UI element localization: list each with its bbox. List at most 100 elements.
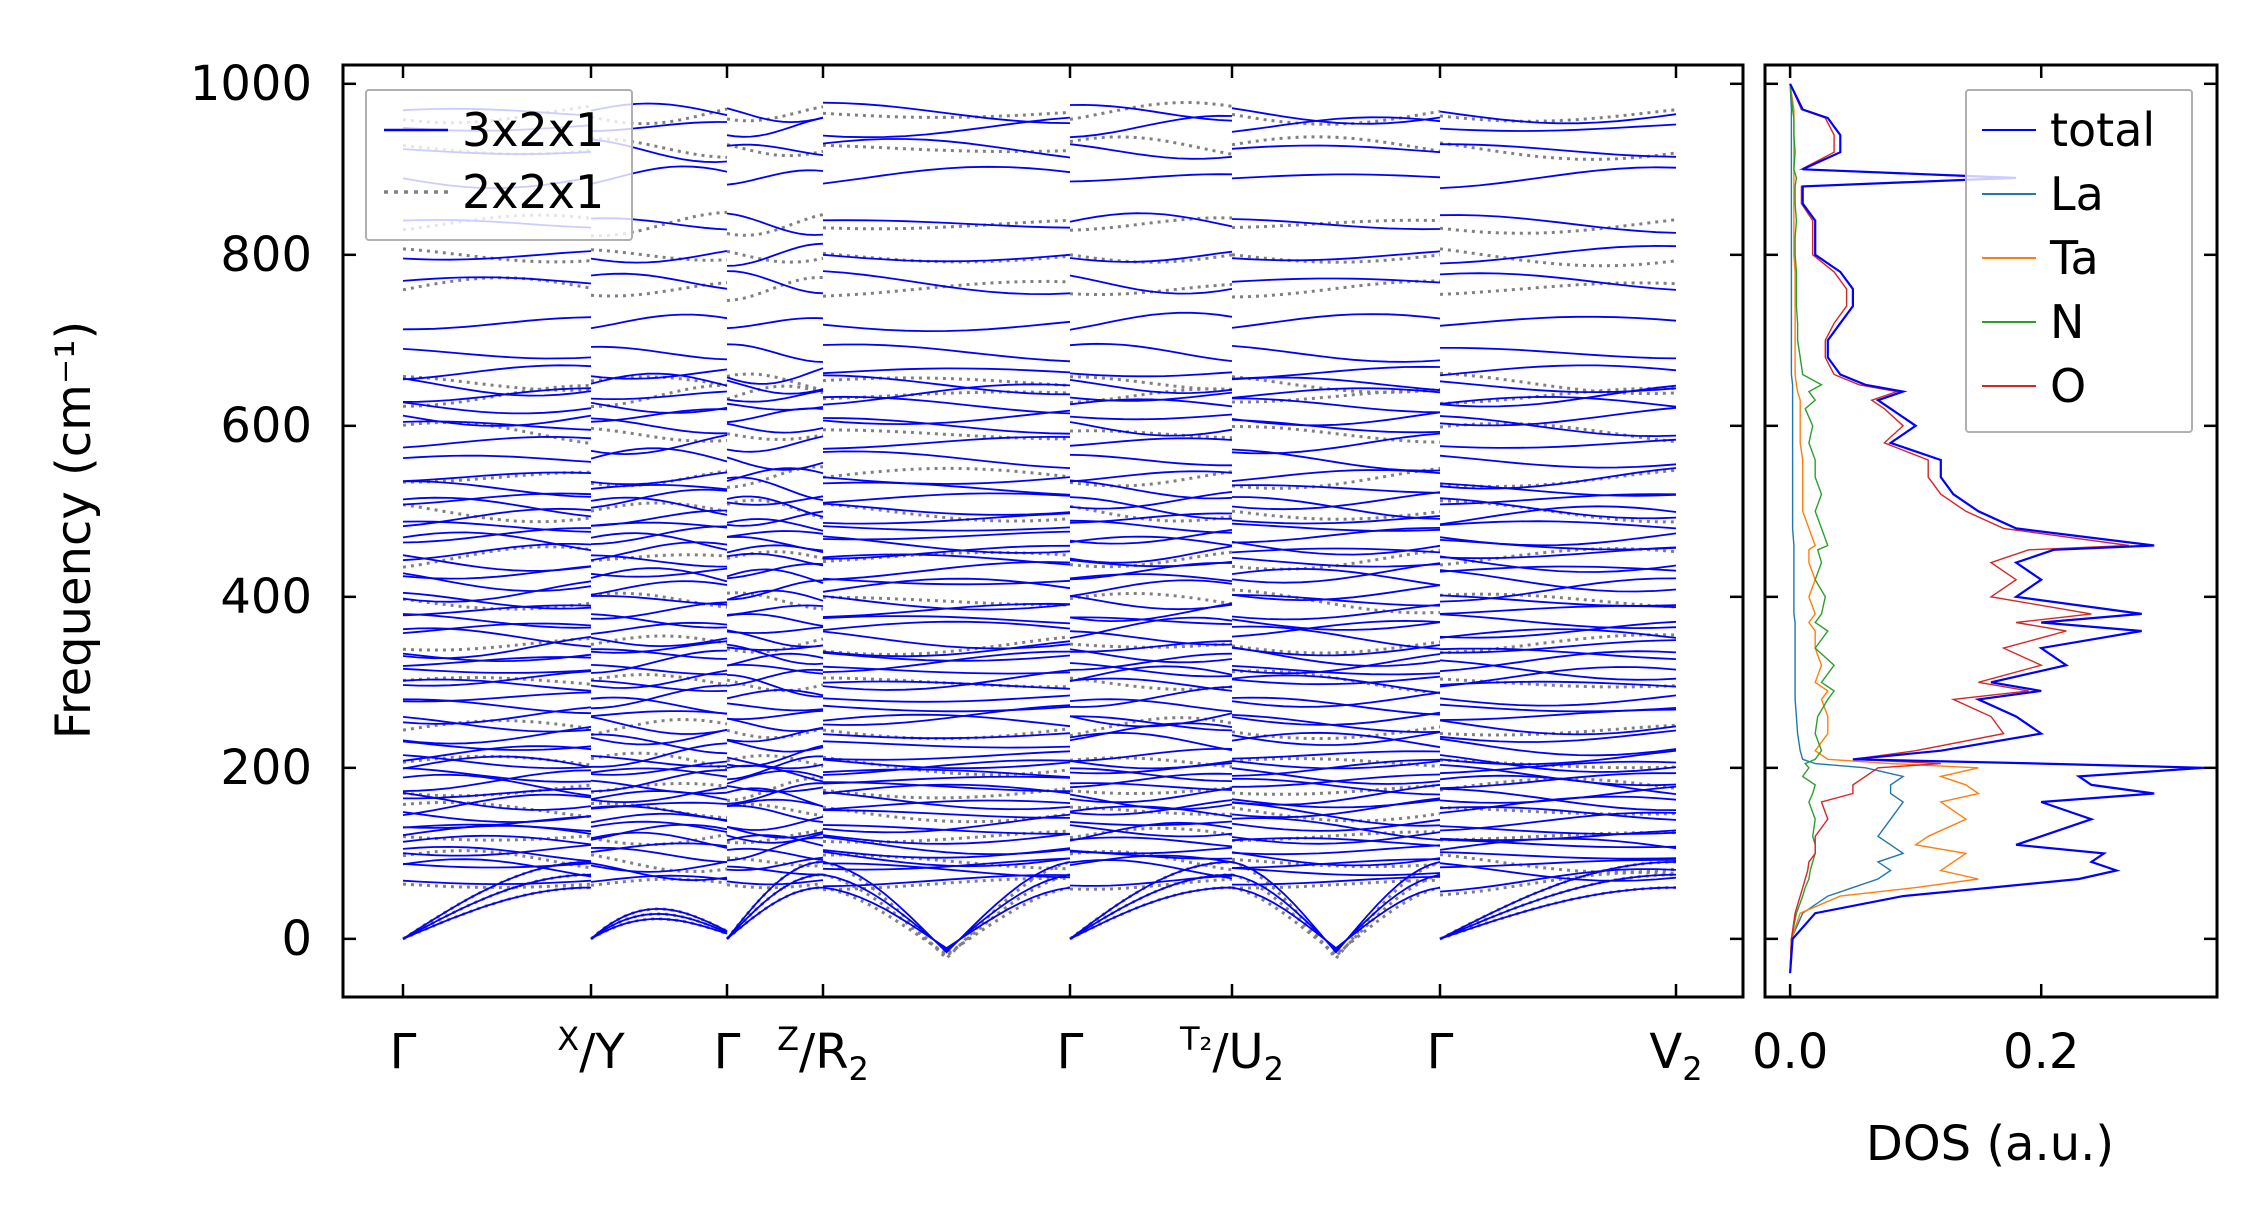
band-line [726,143,824,157]
acoustic-band-line [822,873,1071,952]
band-line [590,823,728,841]
band-line [1231,806,1441,823]
band-line [1439,569,1677,593]
band-line [822,138,1071,159]
band-line [1231,817,1441,841]
band-line [822,740,1071,749]
band-line [726,613,824,627]
band-line [591,742,728,768]
band-line [822,835,1071,856]
acoustic-band-line [726,873,824,940]
band-line [590,728,728,746]
band-line [1069,756,1233,769]
band-line [726,604,824,616]
band-line [1231,760,1441,770]
y-axis-ticks: 0 200 400 600 800 1000 [190,56,2217,967]
band-line [402,471,592,482]
band-line [822,704,1071,726]
band-line [822,450,1071,469]
band-line [726,379,824,395]
band-line [1439,214,1677,234]
dos-plot-frame [1763,63,2219,999]
acoustic-band-line [590,912,728,940]
band-line [822,428,1071,441]
band-line [822,417,1071,435]
band-line [1069,677,1233,692]
band-line [590,673,728,687]
band-line [402,554,592,572]
band-line [590,368,728,380]
band-line [1069,391,1233,402]
band-line [402,769,592,792]
band-line [822,813,1071,834]
band-line [822,783,1071,795]
band-line [1439,364,1677,377]
band-line [1231,584,1441,602]
band-line [822,492,1071,504]
acoustic-band-line [1231,860,1441,961]
dos-x-axis-title: DOS (a.u.) [1866,1116,2114,1172]
band-line [402,844,592,857]
band-line [590,313,728,330]
band-line [590,594,728,606]
dos-line-total [1789,83,2205,974]
band-line [1069,561,1233,581]
band-line [822,374,1071,396]
band-line [402,793,592,816]
band-legend: 3x2x1 2x2x1 [365,89,633,241]
band-line [402,276,592,285]
band-line [1069,648,1233,664]
band-line [822,713,1071,728]
band-line [590,250,728,264]
band-line [822,502,1071,523]
band-line [726,535,824,552]
band-line [1069,311,1233,331]
band-line [1231,696,1441,716]
band-line [1439,760,1677,775]
band-line [726,107,824,124]
band-line [726,143,824,158]
dos-legend-items: total La Ta NO [1982,103,2155,413]
acoustic-band-line [1069,861,1233,940]
band-line [1439,247,1677,268]
acoustic-band-line [822,861,1071,954]
acoustic-band-line [402,886,592,940]
band-line [726,432,824,442]
band-line [402,520,592,533]
band-line [1069,747,1233,763]
acoustic-band-line [590,917,728,940]
band-line [822,219,1071,229]
band-line [1231,801,1441,827]
band-line [590,272,728,290]
band-line [726,815,824,831]
band-line [1231,644,1441,657]
y-tick-label: 800 [220,227,312,283]
band-line [590,779,728,795]
band-line [402,716,592,733]
band-line [726,626,824,634]
band-line [726,739,824,753]
band-line [1439,868,1677,893]
band-line [1231,844,1441,856]
acoustic-band-line [726,861,824,940]
band-line [1439,838,1677,849]
dos-line-ta [1789,83,1981,974]
band-line [1069,135,1233,156]
band-line [1439,785,1677,804]
band-line [1439,467,1677,490]
band-line [590,372,728,387]
band-line [1439,415,1677,438]
band-line [822,676,1070,689]
band-line [1439,851,1677,860]
band-line [726,826,824,839]
band-line [590,501,728,514]
band-line [726,495,824,506]
band-line [1231,851,1441,867]
band-line [726,317,824,330]
band-line [590,755,728,768]
band-line [1069,535,1233,547]
k-point-label: Γ [714,1024,741,1080]
band-line [726,882,824,890]
band-line [822,544,1071,560]
band-line [822,704,1071,713]
